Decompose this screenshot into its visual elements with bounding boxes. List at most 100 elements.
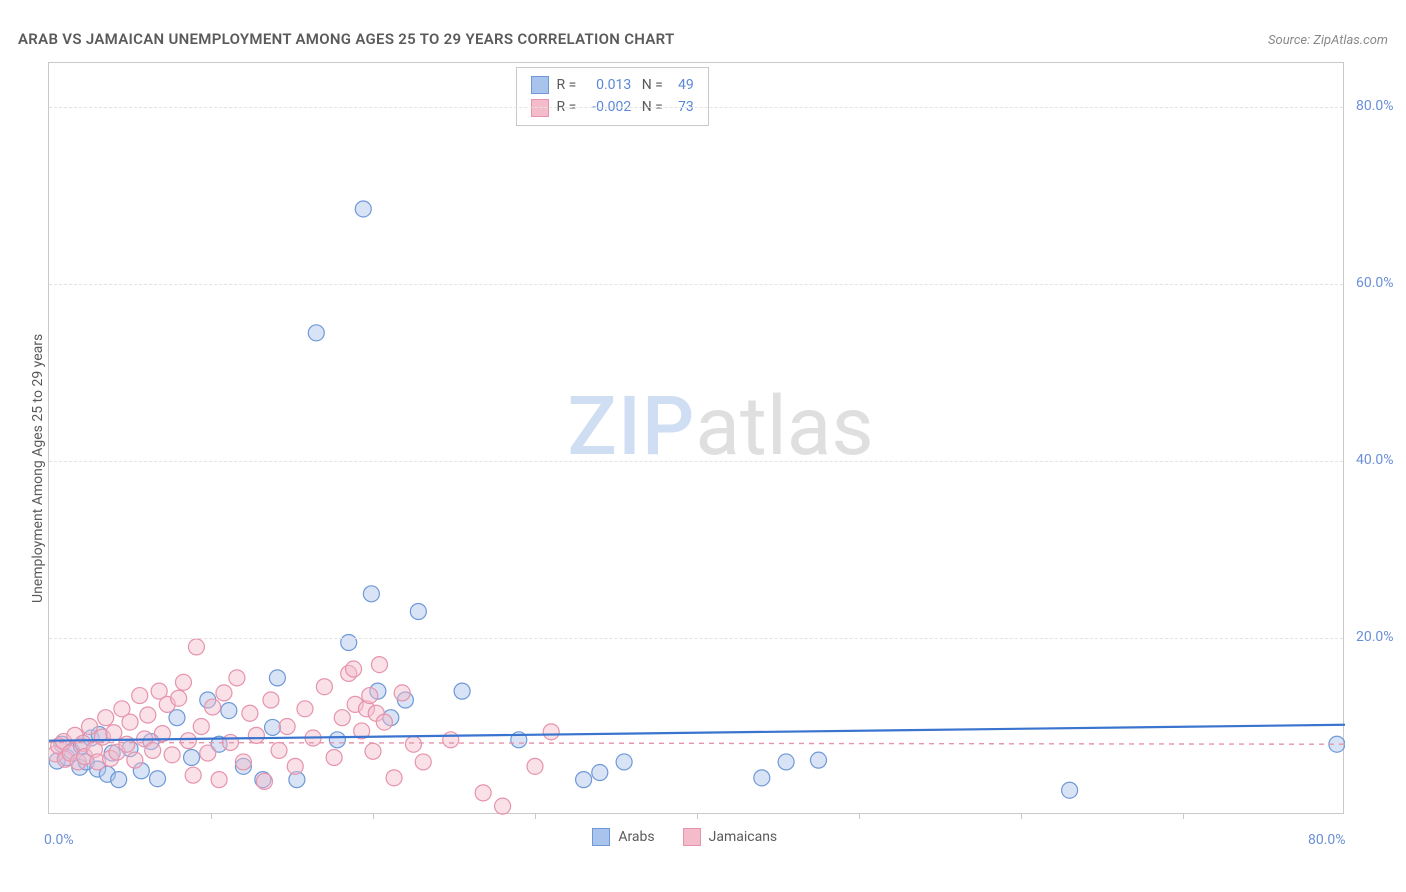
data-point <box>111 772 127 788</box>
data-point <box>475 785 491 801</box>
legend-series-name: Arabs <box>618 829 654 845</box>
data-point <box>326 749 342 765</box>
data-point <box>406 736 422 752</box>
data-point <box>616 754 632 770</box>
data-point <box>365 743 381 759</box>
y-tick-label: 80.0% <box>1356 98 1394 114</box>
data-point <box>127 752 143 768</box>
data-point <box>271 742 287 758</box>
data-point <box>169 710 185 726</box>
legend-swatch <box>683 828 701 846</box>
data-point <box>297 701 313 717</box>
data-point <box>150 771 166 787</box>
legend-swatch <box>592 828 610 846</box>
data-point <box>316 679 332 695</box>
y-tick-label: 20.0% <box>1356 629 1394 645</box>
data-point <box>362 688 378 704</box>
data-point <box>363 586 379 602</box>
regression-line <box>49 742 1345 744</box>
data-point <box>145 742 161 758</box>
data-point <box>811 752 827 768</box>
x-origin-label: 0.0% <box>44 832 74 848</box>
data-point <box>216 685 232 701</box>
data-point <box>279 719 295 735</box>
data-point <box>287 758 303 774</box>
data-point <box>329 732 345 748</box>
data-point <box>140 707 156 723</box>
data-point <box>334 710 350 726</box>
data-point <box>193 719 209 735</box>
data-point <box>122 714 138 730</box>
data-point <box>188 639 204 655</box>
data-point <box>355 201 371 217</box>
grid-line <box>49 107 1343 108</box>
x-tick-mark <box>535 813 536 819</box>
data-point <box>132 688 148 704</box>
data-point <box>576 772 592 788</box>
regression-line <box>49 725 1345 741</box>
data-point <box>346 661 362 677</box>
data-point <box>248 727 264 743</box>
legend-row: R = 0.013 N = 49 <box>531 74 694 96</box>
data-point <box>1062 782 1078 798</box>
x-tick-mark <box>373 813 374 819</box>
data-point <box>256 773 272 789</box>
data-point <box>235 754 251 770</box>
data-point <box>371 657 387 673</box>
y-tick-label: 60.0% <box>1356 275 1394 291</box>
data-point <box>341 634 357 650</box>
legend-item: Jamaicans <box>683 828 778 846</box>
data-point <box>394 685 410 701</box>
plot-area: ZIPatlas R = 0.013 N = 49R = -0.002 N = … <box>48 62 1344 814</box>
series-legend: Arabs Jamaicans <box>592 828 777 846</box>
grid-line <box>49 284 1343 285</box>
data-point <box>184 749 200 765</box>
data-point <box>308 325 324 341</box>
data-point <box>269 670 285 686</box>
data-point <box>386 770 402 786</box>
data-point <box>211 772 227 788</box>
data-point <box>778 754 794 770</box>
correlation-legend: R = 0.013 N = 49R = -0.002 N = 73 <box>516 67 709 126</box>
data-point <box>543 724 559 740</box>
x-max-label: 80.0% <box>1308 832 1346 848</box>
x-tick-mark <box>1021 813 1022 819</box>
grid-line <box>49 461 1343 462</box>
data-point <box>180 733 196 749</box>
grid-line <box>49 638 1343 639</box>
x-tick-mark <box>697 813 698 819</box>
data-point <box>754 770 770 786</box>
legend-swatch <box>531 76 549 94</box>
data-point <box>592 765 608 781</box>
data-point <box>242 705 258 721</box>
data-point <box>200 745 216 761</box>
data-point <box>106 725 122 741</box>
data-point <box>415 754 431 770</box>
legend-item: Arabs <box>592 828 654 846</box>
y-axis-label: Unemployment Among Ages 25 to 29 years <box>30 334 46 603</box>
data-point <box>527 758 543 774</box>
data-point <box>495 798 511 814</box>
data-point <box>454 683 470 699</box>
data-point <box>229 670 245 686</box>
y-tick-label: 40.0% <box>1356 452 1394 468</box>
scatter-svg <box>49 63 1345 815</box>
data-point <box>263 692 279 708</box>
data-point <box>164 747 180 763</box>
source-attribution: Source: ZipAtlas.com <box>1268 33 1388 48</box>
data-point <box>82 719 98 735</box>
x-tick-mark <box>859 813 860 819</box>
chart-title: ARAB VS JAMAICAN UNEMPLOYMENT AMONG AGES… <box>18 30 675 48</box>
data-point <box>443 732 459 748</box>
data-point <box>221 703 237 719</box>
data-point <box>171 690 187 706</box>
data-point <box>376 714 392 730</box>
data-point <box>175 674 191 690</box>
x-tick-mark <box>1183 813 1184 819</box>
data-point <box>185 767 201 783</box>
data-point <box>410 604 426 620</box>
data-point <box>98 710 114 726</box>
data-point <box>205 699 221 715</box>
data-point <box>265 719 281 735</box>
legend-series-name: Jamaicans <box>709 829 778 845</box>
